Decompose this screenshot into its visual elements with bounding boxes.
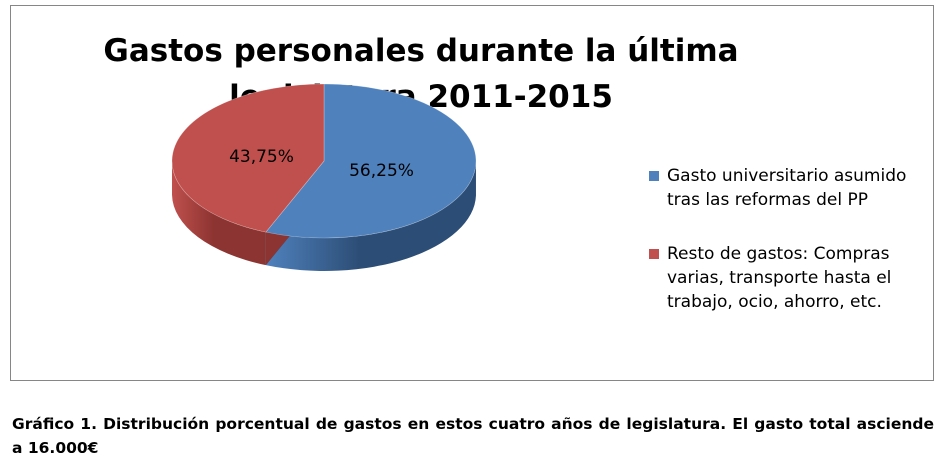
pie-data-label-0: 56,25% <box>349 161 414 181</box>
pie-data-label-1: 43,75% <box>229 147 294 167</box>
pie-slice-side-1-0 <box>172 161 266 266</box>
pie-slice-0 <box>265 83 477 239</box>
figure-caption: Gráfico 1. Distribución porcentual de ga… <box>12 415 934 457</box>
pie-chart: 56,25% 43,75% <box>171 83 477 271</box>
chart-title: Gastos personales durante la última legi… <box>11 28 831 120</box>
legend-item-resto-gastos: Resto de gastos: Compras varias, transpo… <box>649 242 929 314</box>
chart-legend: Gasto universitario asumido tras las ref… <box>649 164 929 344</box>
chart-frame: Gastos personales durante la última legi… <box>10 5 934 381</box>
pie-slice-side-0-0 <box>265 162 476 271</box>
legend-swatch-blue <box>649 171 659 181</box>
chart-title-line-1: Gastos personales durante la última <box>103 33 739 69</box>
legend-swatch-red <box>649 249 659 259</box>
legend-label-gasto-universitario: Gasto universitario asumido tras las ref… <box>667 166 907 210</box>
legend-label-resto-gastos: Resto de gastos: Compras varias, transpo… <box>667 244 892 312</box>
legend-item-gasto-universitario: Gasto universitario asumido tras las ref… <box>649 164 929 212</box>
pie-slice-1 <box>171 83 325 233</box>
